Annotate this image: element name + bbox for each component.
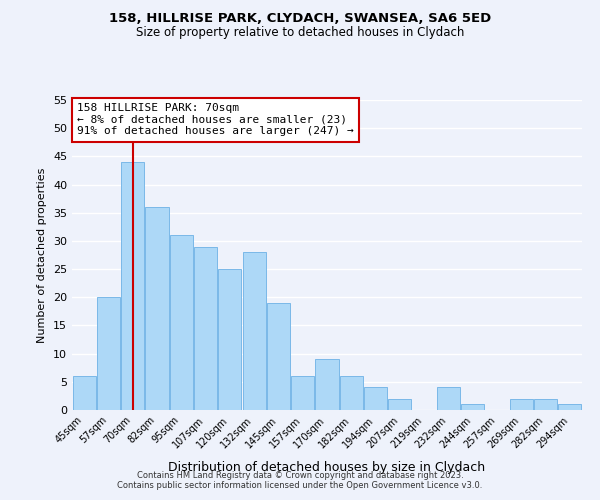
Bar xyxy=(437,388,460,410)
Bar xyxy=(73,376,95,410)
Text: 158 HILLRISE PARK: 70sqm
← 8% of detached houses are smaller (23)
91% of detache: 158 HILLRISE PARK: 70sqm ← 8% of detache… xyxy=(77,103,354,136)
Text: Contains public sector information licensed under the Open Government Licence v3: Contains public sector information licen… xyxy=(118,481,482,490)
Bar xyxy=(534,398,557,410)
Text: Size of property relative to detached houses in Clydach: Size of property relative to detached ho… xyxy=(136,26,464,39)
Bar xyxy=(364,388,387,410)
Text: Contains HM Land Registry data © Crown copyright and database right 2023.: Contains HM Land Registry data © Crown c… xyxy=(137,471,463,480)
Y-axis label: Number of detached properties: Number of detached properties xyxy=(37,168,47,342)
Bar xyxy=(461,404,484,410)
Bar xyxy=(242,252,266,410)
Bar xyxy=(267,303,290,410)
Bar xyxy=(340,376,363,410)
Bar xyxy=(559,404,581,410)
Bar xyxy=(510,398,533,410)
Bar xyxy=(218,269,241,410)
X-axis label: Distribution of detached houses by size in Clydach: Distribution of detached houses by size … xyxy=(169,461,485,474)
Bar xyxy=(388,398,412,410)
Bar xyxy=(97,298,120,410)
Bar xyxy=(170,236,193,410)
Bar xyxy=(121,162,144,410)
Bar xyxy=(194,246,217,410)
Bar xyxy=(145,207,169,410)
Bar xyxy=(291,376,314,410)
Bar xyxy=(316,360,338,410)
Text: 158, HILLRISE PARK, CLYDACH, SWANSEA, SA6 5ED: 158, HILLRISE PARK, CLYDACH, SWANSEA, SA… xyxy=(109,12,491,26)
